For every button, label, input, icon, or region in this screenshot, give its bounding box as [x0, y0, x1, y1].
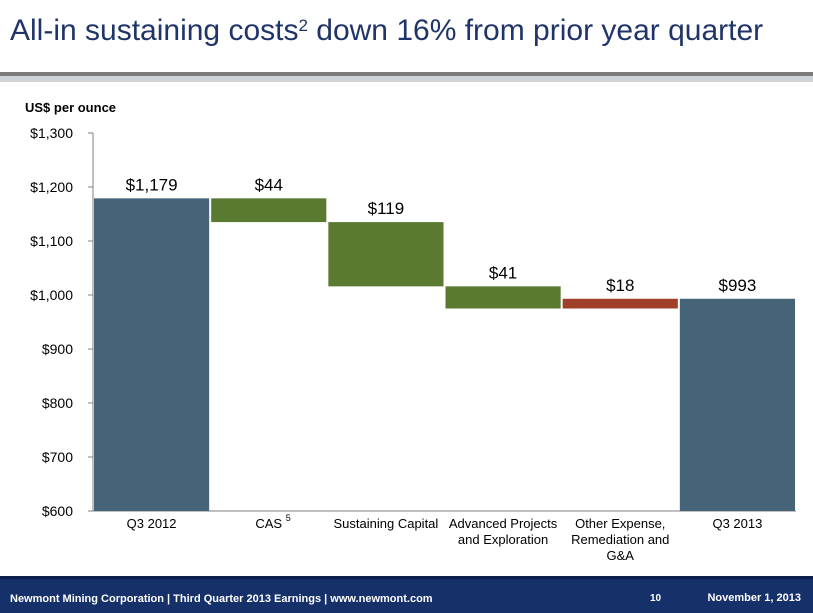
bar: [211, 198, 327, 223]
x-category-label: CAS: [255, 516, 282, 531]
bar-data-label: $41: [489, 263, 517, 282]
y-tick-label: $900: [42, 341, 73, 357]
bar: [94, 198, 210, 511]
bar: [445, 286, 561, 309]
footer-bar: Newmont Mining Corporation | Third Quart…: [0, 576, 813, 613]
footer-company-info: Newmont Mining Corporation | Third Quart…: [10, 593, 433, 605]
y-tick-label: $1,200: [30, 179, 73, 195]
x-category-label: Q3 2012: [127, 516, 177, 531]
bar-data-label: $1,179: [126, 175, 178, 194]
bar-data-label: $993: [719, 276, 757, 295]
footer-top-line: [0, 576, 813, 579]
title-rule-light: [0, 76, 813, 82]
bar-data-label: $119: [368, 199, 405, 218]
x-category-label: Advanced Projects and Exploration: [449, 516, 558, 547]
waterfall-chart: US$ per ounce $600 $700 $800 $900 $1,000 $1,10…: [25, 100, 796, 563]
bar-data-label: $18: [606, 276, 634, 295]
x-category-superscript: 5: [286, 513, 291, 523]
y-tick-label: $800: [42, 395, 73, 411]
y-tick-label: $1,100: [30, 233, 73, 249]
title-rest: down 16% from prior year quarter: [307, 14, 764, 47]
slide-title: All-in sustaining costs2 down 16% from p…: [10, 14, 763, 48]
footer-page-number: 10: [650, 593, 662, 604]
title-main: All-in sustaining costs: [10, 14, 299, 47]
y-tick-label: $1,000: [30, 287, 73, 303]
footer-date: November 1, 2013: [707, 592, 801, 604]
bar: [562, 298, 678, 309]
x-category-label: Sustaining Capital: [334, 516, 439, 531]
bar-data-label: $44: [255, 175, 283, 194]
x-category-label: Other Expense, Remediation and G&A: [571, 516, 669, 563]
bar: [679, 298, 795, 511]
y-tick-label: $600: [42, 503, 73, 519]
title-superscript: 2: [298, 16, 308, 35]
y-tick-label: $1,300: [30, 125, 73, 141]
y-tick-label: $700: [42, 449, 73, 465]
title-rule-dark: [0, 72, 813, 76]
x-category-label: Q3 2013: [712, 516, 762, 531]
unit-label: US$ per ounce: [25, 100, 116, 115]
bar: [328, 222, 444, 287]
